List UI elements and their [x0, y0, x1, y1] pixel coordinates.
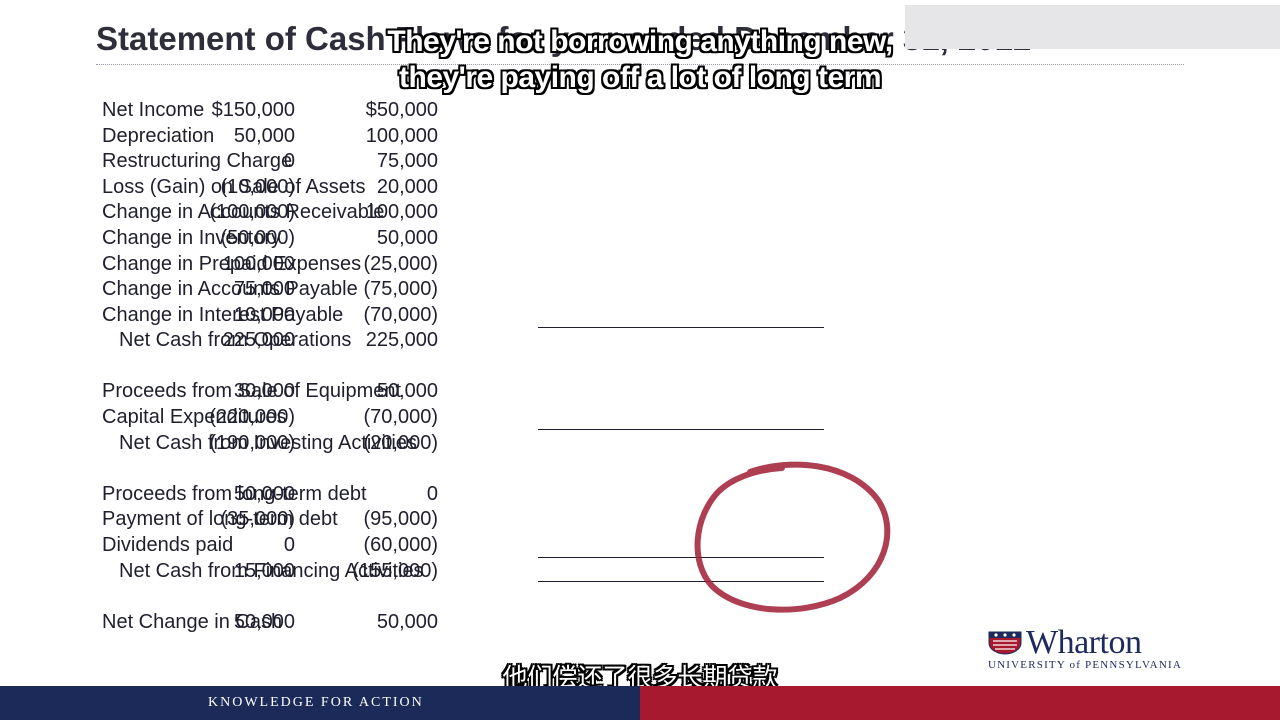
year-2-value: (60,000) [363, 534, 439, 556]
table-row: Net Change in Cash 50,000 50,000 [0, 611, 900, 636]
subtotal-rule [538, 581, 824, 582]
year-2-value: 225,000 [365, 329, 438, 351]
year-2-value: (20,000) [363, 432, 439, 454]
year-2-value: 50,000 [376, 227, 438, 249]
wharton-logo: Wharton UNIVERSITY of PENNSYLVANIA [988, 624, 1198, 673]
table-row: Net Cash from Financing Activities 15,000… [0, 560, 900, 585]
wharton-wordmark: Wharton [1026, 624, 1142, 661]
year-1-value: 50,000 [233, 611, 295, 633]
subtotal-rule [538, 557, 824, 558]
year-1-value: 15,000 [233, 560, 295, 582]
row-label: Depreciation [102, 125, 215, 147]
english-subtitle-line-1: They're not borrowing anything new, [387, 25, 893, 58]
hand-drawn-circle-icon [694, 461, 891, 613]
year-2-value: (70,000) [363, 406, 439, 428]
row-label: Change in Accounts Receivable [102, 201, 385, 223]
year-1-value: 50,000 [233, 483, 295, 505]
table-row: Dividends paid 0 (60,000) [0, 534, 900, 559]
year-1-value: (35,000) [220, 508, 296, 530]
table-row: Payment of long-term debt (35,000) (95,000… [0, 508, 900, 533]
year-2-value: (155,000) [352, 560, 438, 582]
row-label: Payment of long-term debt [102, 508, 338, 530]
slide-title: Statement of Cash Flows for year ended D… [96, 20, 1032, 57]
year-2-value: (70,000) [363, 304, 439, 326]
english-subtitle: They're not borrowing anything new, they… [0, 24, 1280, 96]
table-row: Restructuring Charge 0 75,000 [0, 150, 900, 175]
year-1-value: $150,000 [211, 99, 295, 121]
table-row: Change in Inventory (50,000) 50,000 [0, 227, 900, 252]
year-1-value: 10,000 [233, 304, 295, 326]
year-1-value: (50,000) [220, 227, 296, 249]
row-label: Capital Expenditures [102, 406, 287, 428]
row-label: Change in Inventory [102, 227, 282, 249]
year-2-value: 50,000 [376, 380, 438, 402]
footer-tagline: KNOWLEDGE FOR ACTION [208, 695, 424, 710]
table-row: Loss (Gain) on Sale of Assets (10,000) 20,… [0, 176, 900, 201]
row-label: Dividends paid [102, 534, 234, 556]
year-1-value: (220,000) [209, 406, 295, 428]
year-2-value: (95,000) [363, 508, 439, 530]
title-divider [96, 64, 1184, 65]
subtotal-rule [538, 429, 824, 430]
table-row: Capital Expenditures (220,000) (70,000) [0, 406, 900, 431]
row-label: Net Cash from Investing Activities [119, 432, 417, 454]
year-1-value: 0 [283, 534, 295, 556]
row-label: Net Cash from Operations [119, 329, 352, 351]
year-2-value: 100,000 [365, 201, 438, 223]
year-1-value: 30,000 [233, 380, 295, 402]
overlay-block [905, 5, 1280, 49]
table-row: Net Cash from Investing Activities (190,0… [0, 432, 900, 457]
year-1-value: 100,000 [222, 253, 295, 275]
year-1-value: 50,000 [233, 125, 295, 147]
year-1-value: (190,000) [209, 432, 295, 454]
year-2-value: 0 [426, 483, 438, 505]
row-label: Change in Interest Payable [102, 304, 344, 326]
row-label: Restructuring Charge [102, 150, 293, 172]
row-label: Loss (Gain) on Sale of Assets [102, 176, 366, 198]
table-row: Change in Interest Payable 10,000 (70,000) [0, 304, 900, 329]
year-2-value: (75,000) [363, 278, 439, 300]
table-row: Net Income $150,000 $50,000 [0, 99, 900, 124]
row-label: Change in Prepaid Expenses [102, 253, 362, 275]
year-2-value: 100,000 [365, 125, 438, 147]
table-row: Change in Prepaid Expenses 100,000 (25,000… [0, 253, 900, 278]
row-label: Net Change in Cash [102, 611, 283, 633]
year-1-value: 225,000 [222, 329, 295, 351]
table-row: Change in Accounts Receivable (100,000) 10… [0, 201, 900, 226]
table-row: Change in Accounts Payable 75,000 (75,000) [0, 278, 900, 303]
year-1-value: 0 [283, 150, 295, 172]
year-2-value: 50,000 [376, 611, 438, 633]
row-label: Change in Accounts Payable [102, 278, 358, 300]
year-1-value: (10,000) [220, 176, 296, 198]
university-name: UNIVERSITY of PENNSYLVANIA [988, 659, 1182, 671]
table-row: Proceeds from Sale of Equipment 30,000 50,… [0, 380, 900, 405]
penn-shield-icon [988, 631, 1022, 655]
year-2-value: 20,000 [376, 176, 438, 198]
table-row: Depreciation 50,000 100,000 [0, 125, 900, 150]
year-1-value: (100,000) [209, 201, 295, 223]
year-2-value: (25,000) [363, 253, 439, 275]
english-subtitle-line-2: they're paying off a lot of long term [399, 61, 882, 94]
footer-bar-right [640, 686, 1280, 720]
footer-bar-left: KNOWLEDGE FOR ACTION [0, 686, 640, 720]
row-label: Proceeds from Sale of Equipment [102, 380, 402, 402]
subtotal-rule [538, 327, 824, 328]
row-label: Net Cash from Financing Activities [119, 560, 424, 582]
year-1-value: 75,000 [233, 278, 295, 300]
row-label: Net Income [102, 99, 205, 121]
year-2-value: $50,000 [365, 99, 438, 121]
year-2-value: 75,000 [376, 150, 438, 172]
table-row: Proceeds from long-term debt 50,000 0 [0, 483, 900, 508]
row-label: Proceeds from long-term debt [102, 483, 367, 505]
table-row: Net Cash from Operations 225,000 225,000 [0, 329, 900, 354]
